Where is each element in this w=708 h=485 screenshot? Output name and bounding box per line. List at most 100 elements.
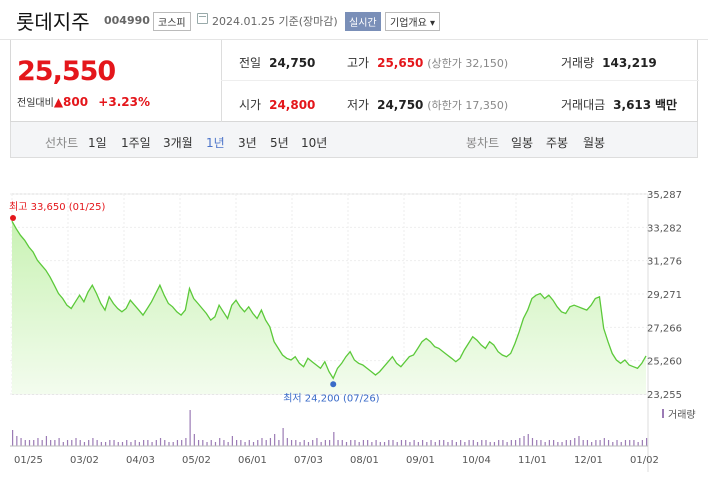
volume-bar	[591, 442, 593, 446]
volume-bar	[303, 440, 305, 446]
candle-weekly[interactable]: 주봉	[546, 136, 569, 150]
volume-bar	[455, 442, 457, 446]
quote-date: 2024.01.25 기준(장마감)	[212, 13, 338, 29]
current-price: 25,550	[17, 56, 116, 87]
volume-bar	[193, 434, 195, 446]
volume-bar	[341, 440, 343, 446]
volume-bar	[345, 442, 348, 446]
volume-bar	[20, 438, 22, 446]
y-tick-label: 29,271	[647, 290, 682, 301]
low-marker	[330, 381, 337, 388]
volume-bar	[324, 440, 326, 446]
candle-monthly[interactable]: 월봉	[583, 136, 606, 150]
stock-code: 004990	[104, 14, 150, 27]
low-price: 저가 24,750 (하한가 17,350)	[347, 96, 508, 113]
volume-bar	[438, 440, 441, 446]
volume-bar	[282, 428, 284, 446]
volume-bar	[464, 442, 466, 446]
volume-bar	[637, 442, 639, 446]
volume-bar	[41, 440, 43, 446]
volume-bar	[286, 438, 288, 446]
volume-bar	[316, 438, 318, 446]
price-chart[interactable]: 01/25 03/02 04/03 05/02 06/01 07/03 08/01 09/01…	[0, 172, 708, 485]
volume-bar	[164, 440, 166, 446]
amount-unit: 백만	[654, 98, 678, 112]
volume-bar	[417, 442, 419, 446]
volume-bar	[79, 440, 81, 446]
volume-bar	[37, 438, 39, 446]
y-tick-label: 27,266	[647, 323, 682, 334]
volume-bar	[553, 440, 555, 446]
volume-bar	[71, 440, 73, 446]
volume-bar	[586, 440, 589, 446]
low-label: 저가	[347, 98, 370, 112]
volume-bar	[159, 438, 162, 446]
volume-bar	[299, 442, 301, 446]
volume-bar	[599, 440, 601, 446]
volume-bar	[219, 438, 221, 446]
candle-daily[interactable]: 일봉	[511, 136, 534, 150]
period-10y[interactable]: 10년	[301, 136, 328, 150]
volume-bar	[388, 440, 390, 446]
low-annotation: 최저 24,200 (07/26)	[283, 392, 379, 404]
period-3m[interactable]: 3개월	[163, 136, 193, 150]
volume-bar	[493, 442, 496, 446]
x-tick-label: 09/01	[406, 455, 435, 466]
volume-bar	[223, 440, 225, 446]
amount-value: 3,613	[613, 98, 652, 112]
volume-bar	[181, 440, 183, 446]
volume-bar	[447, 442, 449, 446]
volume-bar	[138, 442, 140, 446]
volume-bar	[231, 436, 233, 446]
volume-bar	[548, 440, 550, 446]
volume-bar	[569, 440, 572, 446]
volume-bar	[506, 442, 508, 446]
period-1y[interactable]: 1년	[206, 136, 225, 150]
calendar-icon	[197, 13, 208, 24]
volume-bar	[269, 438, 272, 446]
volume-bar	[117, 442, 119, 446]
x-tick-label: 04/03	[126, 455, 155, 466]
date-value: 2024.01.25	[212, 15, 275, 28]
open-value: 24,800	[269, 98, 316, 112]
volume-bar	[476, 442, 479, 446]
volume-bar	[109, 440, 111, 446]
volume-bar	[33, 440, 35, 446]
volume-bar	[405, 440, 407, 446]
prev-label: 전일	[239, 56, 262, 70]
x-tick-label: 01/02	[630, 455, 659, 466]
prev-value: 24,750	[269, 56, 316, 70]
volume-bar	[358, 442, 360, 446]
period-1w[interactable]: 1주일	[121, 136, 151, 150]
volume-bar	[367, 440, 369, 446]
period-3y[interactable]: 3년	[238, 136, 257, 150]
period-5y[interactable]: 5년	[270, 136, 289, 150]
high-value: 25,650	[377, 56, 424, 70]
open-label: 시가	[239, 98, 262, 112]
volume-bar	[168, 442, 170, 446]
volume-bar	[83, 442, 86, 446]
company-info-dropdown[interactable]: 기업개요 ▾	[385, 12, 440, 31]
volume-bar	[143, 440, 145, 446]
realtime-button[interactable]: 실시간	[345, 12, 381, 31]
volume-bar	[151, 442, 153, 446]
volume-bar	[126, 440, 128, 446]
volume-bar	[130, 442, 132, 446]
volume-bar	[400, 440, 403, 446]
volume-bar	[531, 438, 534, 446]
x-tick-label: 01/25	[14, 455, 43, 466]
volume-bar	[519, 438, 521, 446]
volume-bar	[371, 442, 373, 446]
divider	[221, 40, 222, 122]
volume-bar	[383, 442, 386, 446]
volume-bar	[227, 442, 229, 446]
volume-bar	[75, 438, 77, 446]
volume-bar	[544, 442, 546, 446]
volume-bar	[468, 440, 470, 446]
y-tick-label: 35,287	[647, 190, 682, 201]
volume-bar	[540, 440, 542, 446]
volume-bar	[565, 440, 567, 446]
period-1d[interactable]: 1일	[88, 136, 107, 150]
volume-bar	[498, 440, 500, 446]
x-tick-label: 08/01	[350, 455, 379, 466]
